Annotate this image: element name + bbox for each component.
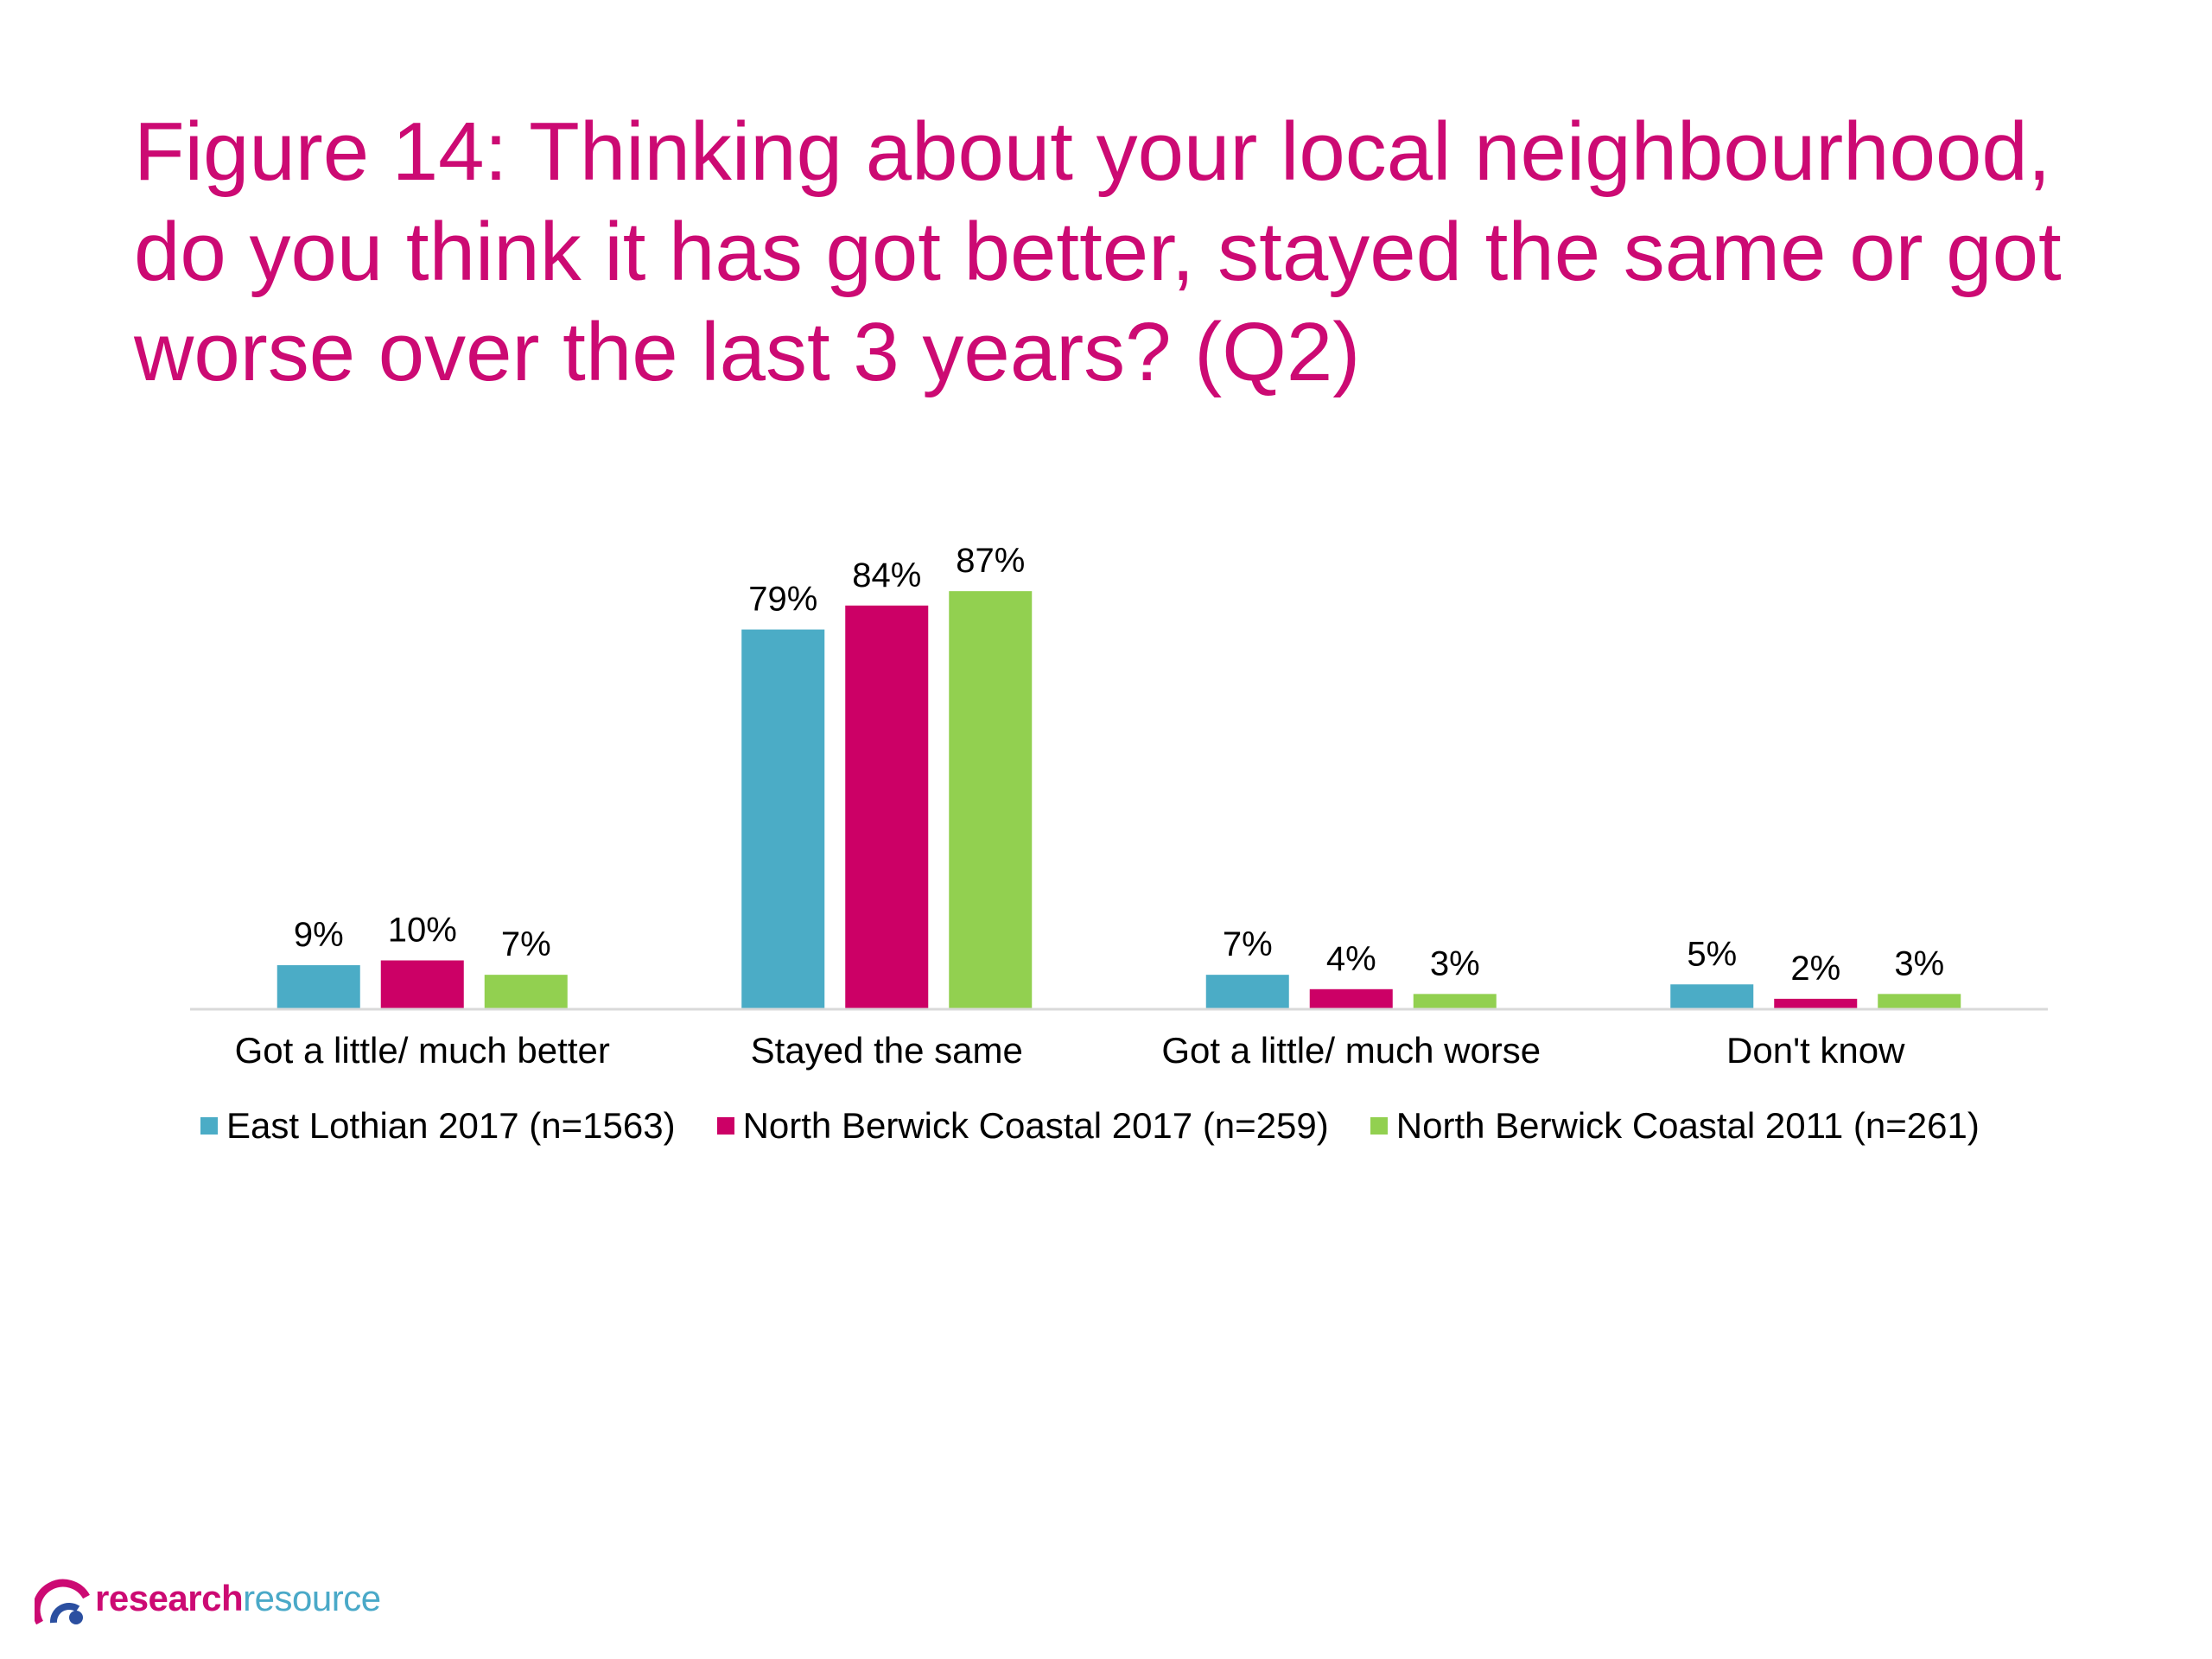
chart-legend: East Lothian 2017 (n=1563) North Berwick… bbox=[200, 1096, 2021, 1156]
category-label-2: Stayed the same bbox=[751, 1030, 1023, 1071]
data-label-3-1: 7% bbox=[501, 925, 551, 963]
data-label-1-1: 9% bbox=[294, 916, 344, 954]
bar-2-4 bbox=[1774, 998, 1858, 1008]
data-label-3-4: 3% bbox=[1894, 944, 1944, 982]
chart-title: Figure 14: Thinking about your local nei… bbox=[134, 102, 2121, 403]
bar-2-2 bbox=[845, 605, 929, 1008]
bar-1-2 bbox=[741, 629, 825, 1008]
bar-2-3 bbox=[1309, 988, 1393, 1008]
chart-title-line-3: worse over the last 3 years? (Q2) bbox=[134, 306, 1361, 398]
logo-text-resource: resource bbox=[243, 1578, 381, 1618]
bar-1-3 bbox=[1205, 975, 1289, 1008]
chart-title-line-1: Figure 14: Thinking about your local nei… bbox=[134, 105, 2051, 198]
legend-swatch-north-berwick-2017 bbox=[716, 1117, 734, 1135]
legend-label-north-berwick-2011: North Berwick Coastal 2011 (n=261) bbox=[1395, 1105, 1980, 1146]
logo-text: researchresource bbox=[95, 1578, 381, 1619]
data-label-1-3: 7% bbox=[1223, 925, 1273, 963]
chart-title-line-2: do you think it has got better, stayed t… bbox=[134, 206, 2062, 298]
bar-3-3 bbox=[1413, 994, 1497, 1008]
legend-swatch-north-berwick-2011 bbox=[1370, 1117, 1388, 1135]
data-label-2-2: 84% bbox=[852, 556, 921, 594]
legend-item-north-berwick-2011: North Berwick Coastal 2011 (n=261) bbox=[1370, 1105, 1980, 1147]
data-label-3-3: 3% bbox=[1430, 944, 1480, 982]
legend-label-north-berwick-2017: North Berwick Coastal 2017 (n=259) bbox=[742, 1105, 1329, 1146]
bar-3-4 bbox=[1878, 994, 1961, 1008]
legend-item-north-berwick-2017: North Berwick Coastal 2017 (n=259) bbox=[716, 1105, 1329, 1147]
bar-3-2 bbox=[949, 591, 1033, 1008]
data-label-1-4: 5% bbox=[1687, 935, 1737, 973]
data-label-2-3: 4% bbox=[1326, 940, 1376, 978]
bar-1-1 bbox=[276, 965, 360, 1008]
category-label-4: Don't know bbox=[1726, 1030, 1905, 1071]
logo-text-research: research bbox=[95, 1578, 244, 1618]
data-label-1-2: 79% bbox=[748, 581, 817, 619]
bar-2-1 bbox=[380, 960, 464, 1008]
category-label-3: Got a little/ much worse bbox=[1161, 1030, 1541, 1071]
research-resource-logo: researchresource bbox=[35, 1573, 381, 1624]
legend-label-east-lothian-2017: East Lothian 2017 (n=1563) bbox=[226, 1105, 676, 1146]
category-label-1: Got a little/ much better bbox=[235, 1030, 610, 1071]
data-label-2-4: 2% bbox=[1790, 950, 1840, 988]
logo-arcs-icon bbox=[35, 1579, 90, 1624]
data-label-2-1: 10% bbox=[388, 912, 457, 950]
bar-1-4 bbox=[1670, 984, 1754, 1008]
legend-swatch-east-lothian-2017 bbox=[200, 1117, 218, 1135]
data-label-3-2: 87% bbox=[956, 542, 1025, 580]
legend-item-east-lothian-2017: East Lothian 2017 (n=1563) bbox=[200, 1105, 676, 1147]
bar-3-1 bbox=[484, 975, 568, 1008]
